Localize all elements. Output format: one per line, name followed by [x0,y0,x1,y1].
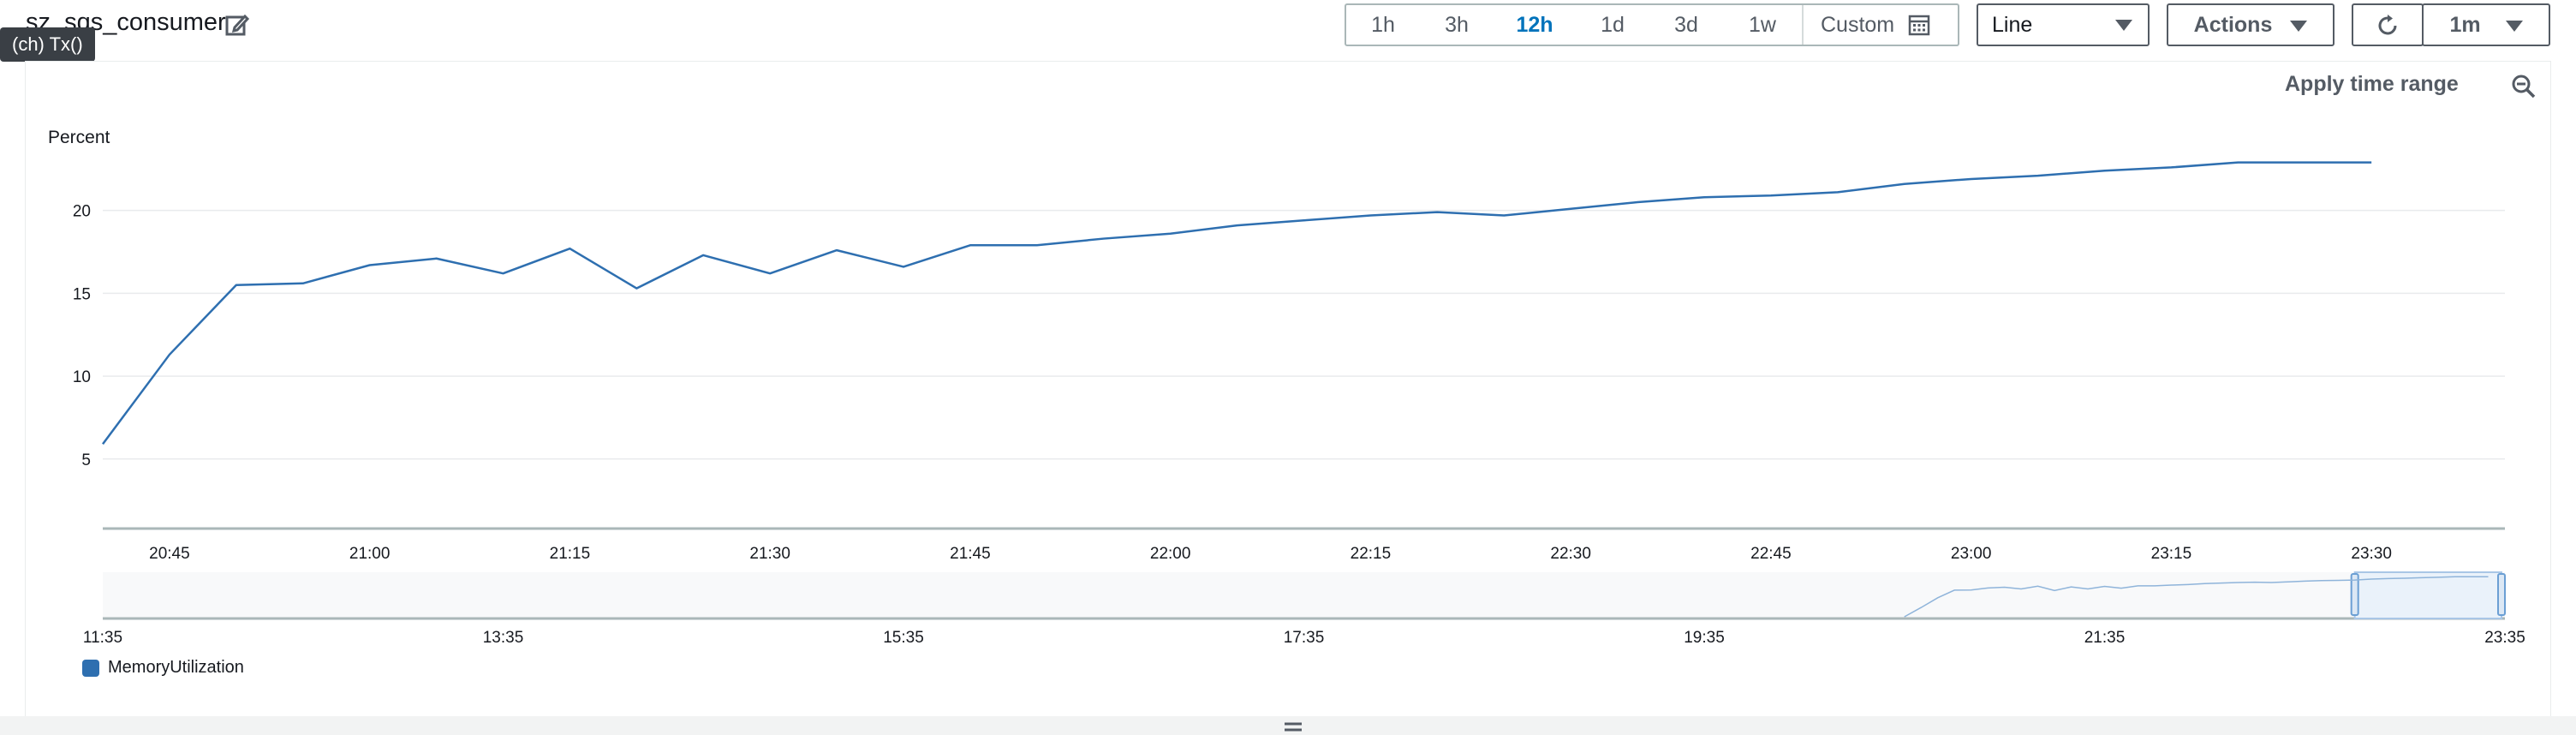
y-tick-label: 5 [81,451,91,469]
overview-tick-label: 21:35 [2084,629,2126,647]
y-tick-label: 10 [73,368,91,386]
x-tick-label: 23:00 [1951,545,1992,563]
range-3d[interactable]: 3d [1674,13,1698,37]
legend-swatch [82,659,99,677]
overview-series-line [1904,576,2489,618]
y-tick-label: 20 [73,203,91,221]
drag-handle-icon[interactable] [1283,721,1303,733]
range-12h[interactable]: 12h [1516,13,1553,37]
overview-tick-label: 23:35 [2484,629,2525,647]
legend: MemoryUtilization [82,658,244,678]
widget-header: sz_sqs_consumer (ch) Tx() 1h 3h 12h 1d 3… [0,0,2576,62]
overview-handle-left[interactable] [2350,573,2359,616]
calendar-icon [1908,15,1930,36]
overview-tick-label: 13:35 [483,629,524,647]
resize-bar[interactable] [0,716,2576,735]
refresh-icon [2378,15,2397,35]
range-1d[interactable]: 1d [1601,13,1625,37]
refresh-interval-value: 1m [2449,13,2481,37]
x-tick-label: 21:45 [950,545,991,563]
x-tick-label: 23:15 [2151,545,2192,563]
series-line-MemoryUtilization [101,161,2372,445]
overview-selection [2353,571,2502,619]
time-range-selector: 1h 3h 12h 1d 3d 1w Custom [1345,3,1959,46]
range-1w[interactable]: 1w [1749,13,1776,37]
chart-type-value: Line [1992,13,2033,37]
y-axis-label: Percent [48,128,110,147]
chart-type-select[interactable]: Line [1977,3,2150,46]
x-tick-label: 21:15 [550,545,591,563]
y-tick-label: 15 [73,285,91,303]
edit-title-icon[interactable] [224,12,250,38]
chevron-down-icon [2290,20,2308,32]
range-1h[interactable]: 1h [1371,13,1395,37]
overview-tick-label: 15:35 [883,629,924,647]
overview-tick-label: 11:35 [83,629,122,647]
x-tick-label: 22:45 [1750,545,1792,563]
overview-track [103,572,2505,618]
tooltip: (ch) Tx() [0,27,95,62]
x-tick-label: 21:00 [349,545,391,563]
x-tick-label: 22:00 [1150,545,1191,563]
x-tick-label: 23:30 [2351,545,2392,563]
x-tick-label: 22:30 [1550,545,1591,563]
zoom-out-icon[interactable] [2511,74,2537,99]
overview-tick-label: 17:35 [1284,629,1325,647]
actions-button[interactable]: Actions [2167,3,2334,46]
legend-label[interactable]: MemoryUtilization [108,658,244,677]
chevron-down-icon [2115,20,2132,31]
apply-time-range-button[interactable]: Apply time range [2285,72,2459,96]
overview-handle-right[interactable] [2497,573,2506,616]
overview-tick-label: 19:35 [1684,629,1725,647]
actions-label: Actions [2193,13,2273,37]
x-tick-label: 22:15 [1351,545,1392,563]
x-tick-label: 20:45 [149,545,190,563]
range-custom-label: Custom [1821,13,1895,37]
x-tick-label: 21:30 [749,545,790,563]
chevron-down-icon [2505,20,2523,32]
range-3h[interactable]: 3h [1445,13,1469,37]
range-custom[interactable]: Custom [1802,5,1973,45]
refresh-interval-select[interactable]: 1m [2422,3,2550,46]
